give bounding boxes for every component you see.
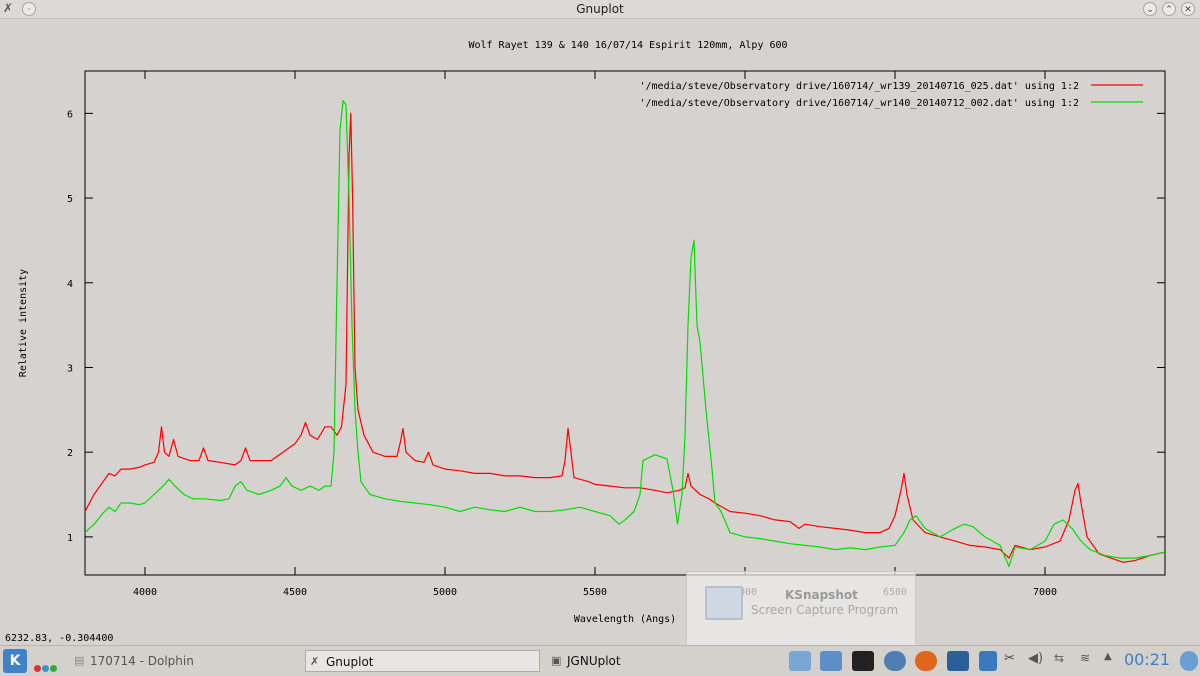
file-manager-icon[interactable] (820, 651, 842, 671)
plot-canvas[interactable]: Wolf Rayet 139 & 140 16/07/14 Espirit 12… (0, 19, 1200, 644)
maximize-button[interactable]: ⌃ (1162, 2, 1176, 16)
scissors-icon[interactable]: ✂ (1004, 651, 1015, 666)
legend-label: '/media/steve/Observatory drive/160714/_… (640, 81, 1080, 92)
y-tick-label: 5 (67, 194, 73, 205)
series-line-1 (84, 112, 1166, 563)
task-label: 170714 - Dolphin (90, 654, 194, 668)
series-lines (84, 100, 1166, 568)
terminal-icon[interactable] (852, 651, 874, 671)
clipboard-icon[interactable] (979, 651, 997, 671)
close-button[interactable]: ✕ (1181, 2, 1195, 16)
y-tick-label: 3 (67, 363, 73, 374)
window-title: Gnuplot (576, 2, 624, 16)
y-tick-label: 4 (67, 279, 73, 290)
task-jgnuplot[interactable]: ▣ JGNUplot (547, 650, 777, 672)
kde-menu-icon[interactable]: K (3, 649, 27, 673)
spectrum-chart: Wolf Rayet 139 & 140 16/07/14 Espirit 12… (18, 40, 1166, 625)
wifi-icon[interactable]: ≋ (1080, 651, 1091, 665)
thunderbird-icon[interactable] (884, 651, 906, 671)
gnuplot-app-icon[interactable]: ✗ (3, 1, 14, 15)
ksnapshot-icon (705, 586, 743, 620)
volume-icon[interactable]: ◀) (1028, 651, 1044, 666)
ksnapshot-description: Screen Capture Program (751, 603, 899, 617)
y-axis-ticks: 1 2 3 4 5 6 (67, 109, 1165, 544)
legend: '/media/steve/Observatory drive/160714/_… (640, 81, 1143, 109)
window-menu-button[interactable]: · (22, 2, 36, 16)
series-line-2 (84, 100, 1166, 568)
cursor-coordinates: 6232.83, -0.304400 (5, 633, 114, 644)
usb-icon[interactable]: ⇆ (1054, 651, 1065, 665)
legend-label: '/media/steve/Observatory drive/160714/_… (640, 98, 1080, 109)
plot-border (84, 70, 1166, 576)
y-tick-label: 2 (67, 448, 73, 459)
gnuplot-icon: ✗ (310, 655, 320, 668)
x-tick-label: 4500 (283, 587, 307, 598)
task-dolphin[interactable]: ▤ 170714 - Dolphin (70, 650, 300, 672)
activity-dots-icon[interactable] (34, 657, 58, 676)
x-tick-label: 4000 (133, 587, 157, 598)
desktop-icon[interactable] (789, 651, 811, 671)
y-axis-label: Relative intensity (18, 269, 29, 377)
firefox-icon[interactable] (915, 651, 937, 671)
cashew-icon[interactable] (1180, 651, 1198, 671)
minimize-button[interactable]: ⌄ (1143, 2, 1157, 16)
y-tick-label: 6 (67, 109, 73, 120)
x-tick-label: 5500 (583, 587, 607, 598)
task-label: JGNUplot (567, 654, 621, 668)
taskbar: K ▤ 170714 - Dolphin ✗ Gnuplot ▣ JGNUplo… (0, 645, 1200, 676)
folder-icon: ▤ (74, 654, 85, 667)
tray-expand-icon[interactable]: ▲ (1104, 651, 1112, 662)
task-label: Gnuplot (326, 655, 374, 669)
y-tick-label: 1 (67, 533, 73, 544)
chart-title: Wolf Rayet 139 & 140 16/07/14 Espirit 12… (468, 40, 787, 51)
java-icon: ▣ (551, 654, 562, 667)
x-tick-label: 5000 (433, 587, 457, 598)
task-gnuplot[interactable]: ✗ Gnuplot (305, 650, 540, 672)
x-tick-label: 7000 (1033, 587, 1057, 598)
remote-desktop-icon[interactable] (947, 651, 969, 671)
clock[interactable]: 00:21 (1124, 650, 1171, 669)
x-axis-label: Wavelength (Angs) (574, 614, 676, 625)
ksnapshot-notification[interactable]: KSnapshot Screen Capture Program (686, 571, 916, 647)
window-titlebar: ✗ · Gnuplot ⌄ ⌃ ✕ (0, 0, 1200, 19)
ksnapshot-name: KSnapshot (785, 588, 858, 602)
